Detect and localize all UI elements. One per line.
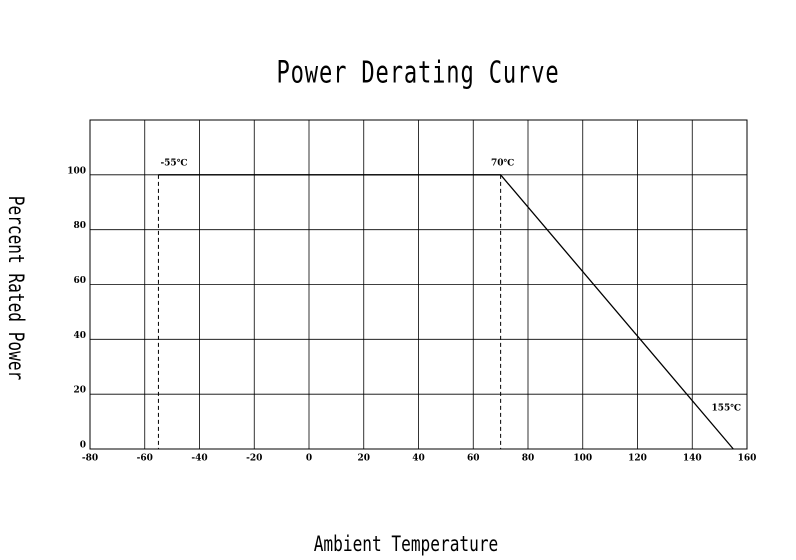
x-tick-label: 60	[467, 454, 480, 464]
annotation: 70℃	[491, 158, 515, 168]
y-tick-label: 0	[80, 441, 86, 451]
annotation: 155℃	[712, 404, 742, 414]
x-tick-label: 140	[683, 454, 702, 464]
annotation: -55℃	[160, 158, 187, 168]
x-tick-label: -60	[137, 454, 153, 464]
x-tick-label: 40	[412, 454, 425, 464]
x-tick-label: -20	[246, 454, 262, 464]
x-tick-label: 20	[357, 454, 370, 464]
line-series	[158, 174, 734, 450]
y-tick-label: 40	[73, 331, 86, 341]
y-tick-label: 100	[67, 166, 86, 176]
y-tick-label: 20	[73, 386, 86, 396]
y-tick-label: 80	[73, 221, 86, 231]
x-tick-label: 80	[522, 454, 535, 464]
x-axis-label: Ambient Temperature	[314, 533, 499, 556]
chart-title: Power Derating Curve	[276, 56, 559, 90]
x-tick-label: 120	[628, 454, 647, 464]
x-tick-label: 160	[738, 454, 757, 464]
plot-area: -80 -60 -40 -20 0 20 40 60 80 100 120 140 160 0 20 40 60…	[67, 119, 757, 464]
x-tick-label: -40	[191, 454, 207, 464]
x-tick-label: -80	[82, 454, 98, 464]
x-tick-label: 0	[306, 454, 312, 464]
y-axis-label: Percent Rated Power	[3, 196, 26, 381]
x-tick-label: 100	[573, 454, 592, 464]
y-tick-label: 60	[73, 276, 86, 286]
